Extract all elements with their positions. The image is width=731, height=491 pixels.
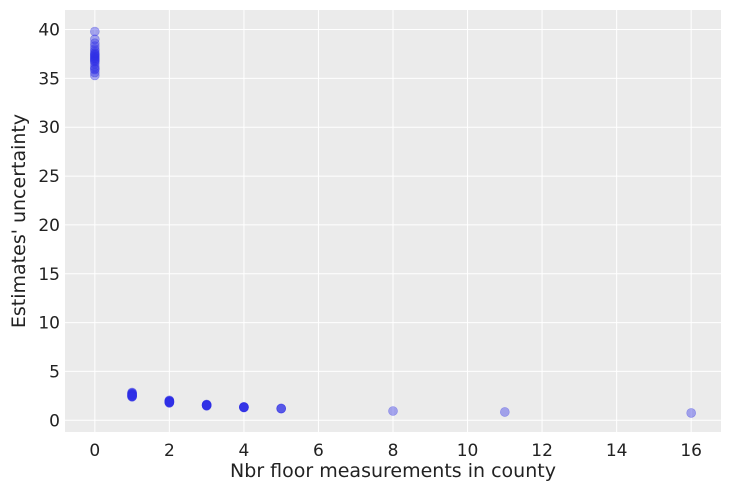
data-point <box>239 402 249 413</box>
data-point <box>164 397 175 408</box>
x-tick-label: 2 <box>164 441 175 461</box>
data-point <box>164 396 175 406</box>
data-point <box>90 54 100 64</box>
data-point <box>90 46 100 56</box>
data-point <box>201 400 212 410</box>
data-point <box>239 402 249 412</box>
data-point <box>90 49 100 59</box>
data-point <box>201 399 212 410</box>
data-point <box>127 389 137 399</box>
y-tick-label: 15 <box>38 265 60 285</box>
data-point <box>201 400 212 411</box>
data-point <box>90 56 100 67</box>
data-point <box>276 403 286 414</box>
y-tick-label: 10 <box>38 314 60 334</box>
y-tick-label: 40 <box>38 21 60 41</box>
data-point <box>90 51 100 61</box>
data-point <box>201 401 212 411</box>
data-point <box>239 402 249 412</box>
data-point <box>201 400 212 410</box>
data-point <box>276 403 286 414</box>
y-tick-labels: 0 5 10 15 20 25 30 35 40 <box>38 21 60 432</box>
data-point <box>164 397 175 407</box>
data-point <box>127 390 137 401</box>
x-tick-label: 10 <box>457 441 479 461</box>
data-point <box>90 52 100 62</box>
data-point <box>164 395 175 406</box>
data-point <box>127 389 137 400</box>
data-point <box>127 388 137 398</box>
data-point <box>127 391 137 401</box>
data-point <box>90 41 100 51</box>
data-point <box>127 391 137 402</box>
data-point <box>164 398 175 408</box>
grid-lines <box>65 10 721 432</box>
data-point <box>127 391 137 401</box>
x-tick-label: 6 <box>313 441 324 461</box>
data-point <box>164 396 175 407</box>
y-tick-label: 25 <box>38 167 60 187</box>
data-point <box>164 397 175 407</box>
data-point <box>90 64 100 75</box>
data-point <box>164 395 175 406</box>
data-point <box>90 58 100 69</box>
data-point <box>388 406 398 416</box>
data-point <box>276 403 286 414</box>
data-point <box>164 396 175 407</box>
data-point <box>90 55 100 65</box>
data-point <box>201 400 212 410</box>
x-tick-label: 0 <box>89 441 100 461</box>
y-tick-label: 0 <box>49 411 60 431</box>
data-point <box>90 70 100 81</box>
data-points <box>90 26 696 418</box>
data-point <box>201 400 212 411</box>
data-point <box>90 44 100 54</box>
data-point <box>239 402 249 413</box>
data-point <box>90 26 100 37</box>
data-point <box>127 389 137 399</box>
data-point <box>90 55 100 66</box>
data-point <box>90 67 100 78</box>
data-point <box>90 53 100 63</box>
y-tick-label: 30 <box>38 118 60 138</box>
data-point <box>90 48 100 58</box>
data-point <box>239 402 249 412</box>
x-tick-label: 8 <box>388 441 399 461</box>
data-point <box>164 396 175 407</box>
y-tick-label: 20 <box>38 216 60 236</box>
data-point <box>90 38 100 49</box>
x-tick-label: 16 <box>680 441 702 461</box>
x-tick-label: 12 <box>531 441 553 461</box>
x-axis-label: Nbr floor measurements in county <box>230 460 556 482</box>
y-tick-label: 5 <box>49 362 60 382</box>
data-point <box>164 397 175 408</box>
data-point <box>127 392 137 402</box>
data-point <box>90 61 100 72</box>
x-tick-labels: 0 2 4 6 8 10 12 14 16 <box>89 441 702 461</box>
y-tick-label: 35 <box>38 69 60 89</box>
x-tick-label: 14 <box>606 441 628 461</box>
data-point <box>90 63 100 74</box>
data-point <box>500 407 510 417</box>
data-point <box>90 50 100 60</box>
data-point <box>127 390 137 400</box>
data-point <box>201 399 212 410</box>
data-point <box>164 397 175 408</box>
data-point <box>201 400 212 411</box>
data-point <box>127 390 137 400</box>
data-point <box>90 34 100 45</box>
data-point <box>239 402 249 413</box>
data-point <box>686 408 696 418</box>
data-point <box>127 387 137 398</box>
data-point <box>127 388 137 399</box>
data-point <box>239 401 249 412</box>
y-axis-label: Estimates' uncertainty <box>8 114 30 328</box>
data-point <box>127 391 137 402</box>
x-tick-label: 4 <box>238 441 249 461</box>
